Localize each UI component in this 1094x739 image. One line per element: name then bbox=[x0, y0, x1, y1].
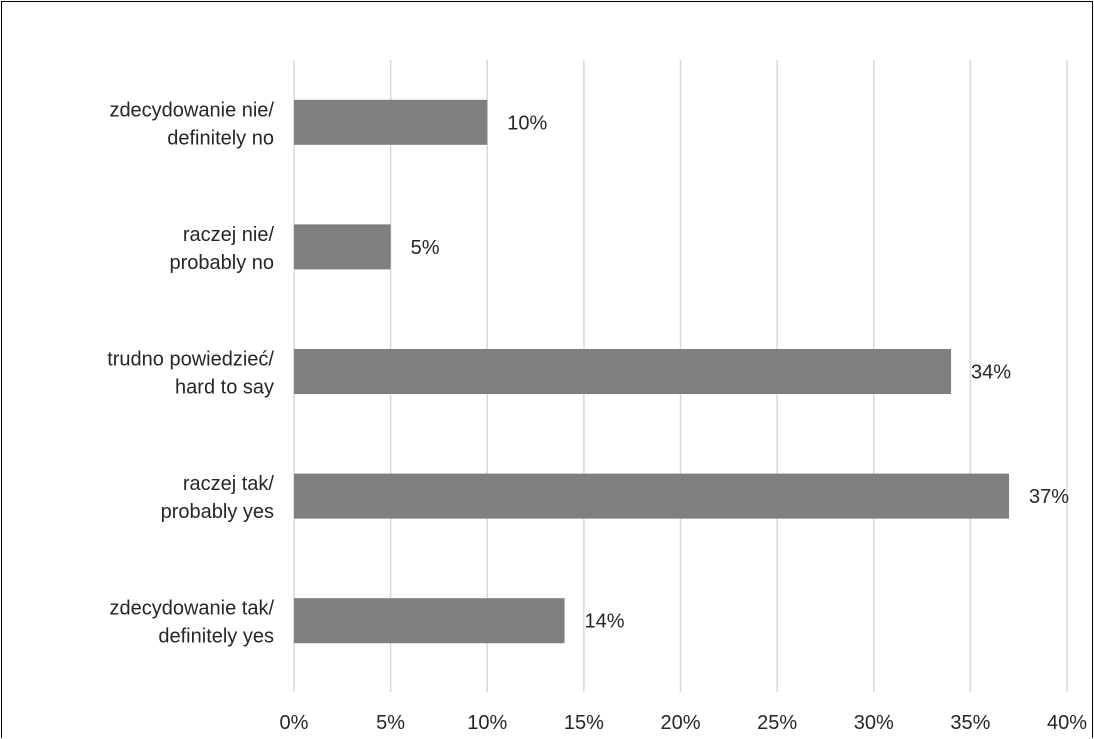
category-label: raczej tak/ bbox=[183, 473, 275, 495]
x-tick-label: 25% bbox=[757, 712, 797, 734]
x-tick-label: 0% bbox=[280, 712, 309, 734]
category-label: hard to say bbox=[175, 377, 274, 399]
category-label: probably no bbox=[169, 252, 274, 274]
bars bbox=[294, 99, 1010, 644]
x-tick-label: 30% bbox=[854, 712, 894, 734]
x-tick-label: 35% bbox=[950, 712, 990, 734]
x-tick-label: 15% bbox=[564, 712, 604, 734]
bar bbox=[294, 99, 488, 145]
bar bbox=[294, 598, 565, 644]
category-label: trudno powiedzieć/ bbox=[107, 349, 274, 371]
category-label: zdecydowanie nie/ bbox=[109, 99, 274, 121]
data-labels: 10% 5% 34% 37% 14% bbox=[411, 112, 1070, 632]
x-axis-tick-labels: 0% 5% 10% 15% 20% 25% 30% 35% 40% bbox=[280, 712, 1088, 734]
category-label: definitely yes bbox=[158, 626, 274, 648]
data-label: 14% bbox=[585, 611, 625, 633]
x-tick-label: 20% bbox=[660, 712, 700, 734]
category-label: definitely no bbox=[167, 127, 274, 149]
data-label: 10% bbox=[507, 112, 547, 134]
x-tick-label: 40% bbox=[1047, 712, 1087, 734]
category-label: raczej nie/ bbox=[183, 224, 275, 246]
bar bbox=[294, 473, 1010, 519]
data-label: 5% bbox=[411, 237, 440, 259]
x-tick-label: 5% bbox=[376, 712, 405, 734]
x-tick-label: 10% bbox=[467, 712, 507, 734]
category-label: zdecydowanie tak/ bbox=[109, 598, 274, 620]
data-label: 37% bbox=[1029, 486, 1069, 508]
bar bbox=[294, 349, 952, 394]
data-label: 34% bbox=[971, 362, 1011, 384]
category-labels: zdecydowanie nie/definitely no raczej nie… bbox=[107, 99, 274, 647]
bar bbox=[294, 224, 391, 270]
category-label: probably yes bbox=[161, 501, 274, 523]
